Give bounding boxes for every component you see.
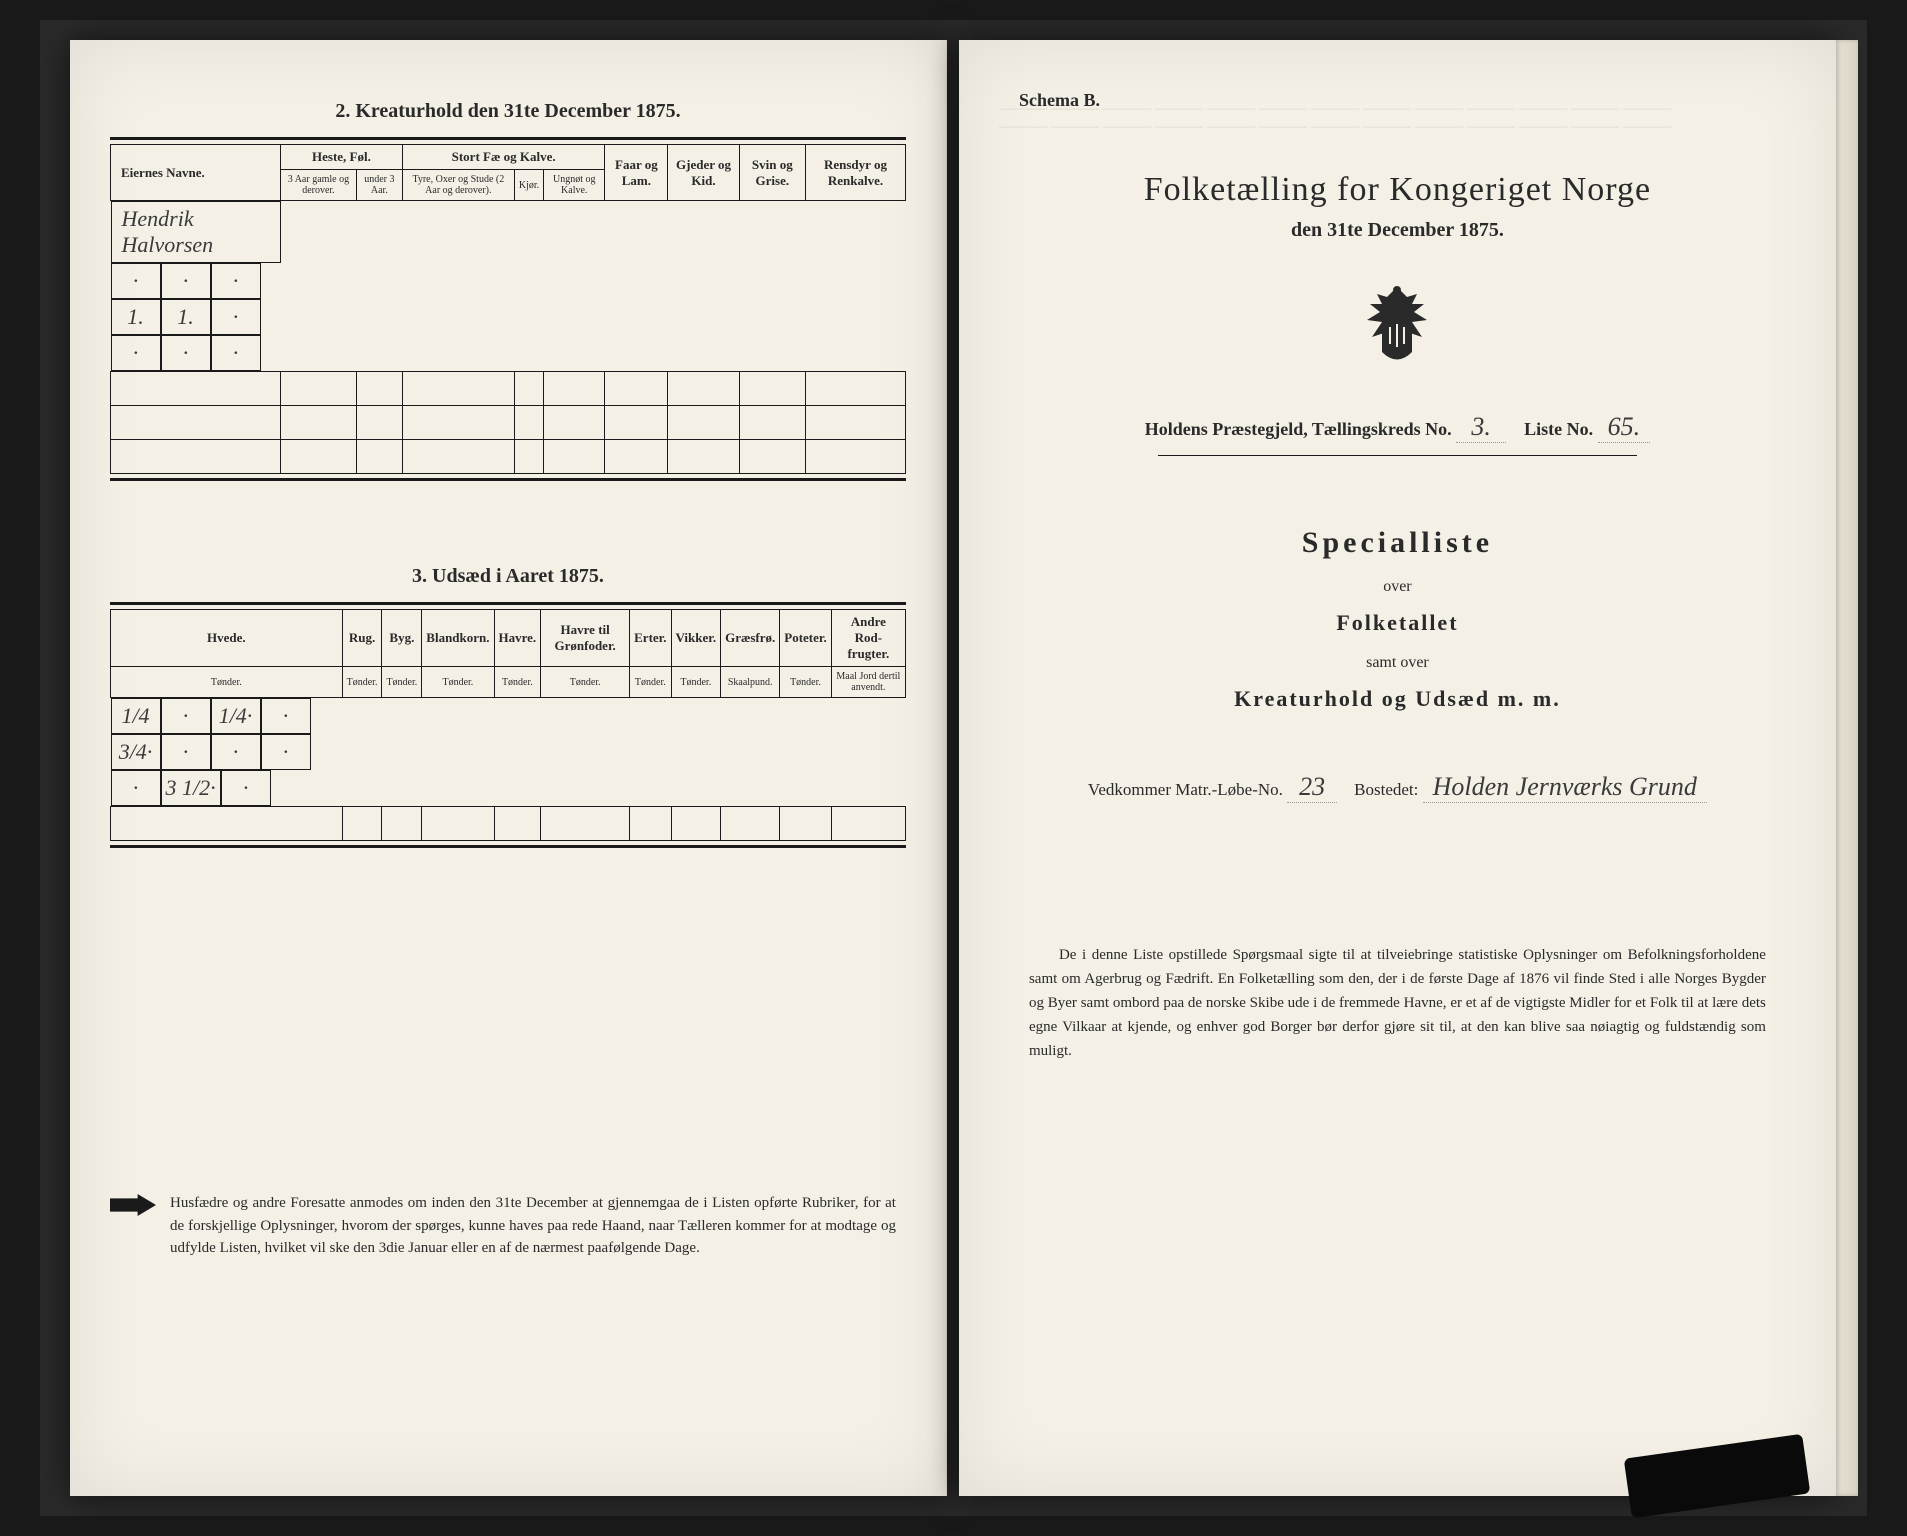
col: Vikker. <box>671 610 721 667</box>
sub-fae-2: Kjør. <box>514 170 543 201</box>
sub-fae-3: Ungnøt og Kalve. <box>544 170 605 201</box>
col: Poteter. <box>780 610 831 667</box>
cell: · <box>211 335 261 371</box>
kreds-no: 3. <box>1456 412 1506 443</box>
table-row-empty <box>111 440 906 474</box>
cell: 1/4 <box>111 698 161 734</box>
cell: · <box>161 335 211 371</box>
census-date: den 31te December 1875. <box>999 219 1796 242</box>
spec-line: samt over <box>999 654 1796 672</box>
cell: · <box>261 734 311 770</box>
table-row-empty <box>111 372 906 406</box>
unit: Skaalpund. <box>721 667 780 698</box>
table-row: Hendrik Halvorsen · · · 1. 1. · · · · <box>111 201 906 372</box>
col: Rug. <box>342 610 382 667</box>
parish-label: Holdens Præstegjeld, Tællingskreds No. <box>1145 419 1452 439</box>
cell: 3/4· <box>111 734 161 770</box>
left-footnote: Husfædre og andre Foresatte anmodes om i… <box>110 1192 906 1260</box>
table-row-empty <box>111 406 906 440</box>
unit: Tønder. <box>780 667 831 698</box>
liste-no: 65. <box>1598 412 1651 443</box>
parish-line: Holdens Præstegjeld, Tællingskreds No. 3… <box>999 412 1796 443</box>
rule <box>110 137 906 140</box>
unit: Tønder. <box>111 667 343 698</box>
kreaturhold-table: Eiernes Navne. Heste, Føl. Stort Fæ og K… <box>110 144 906 474</box>
schema-label: Schema B. <box>1019 90 1796 111</box>
owner-name: Hendrik Halvorsen <box>111 201 281 263</box>
bosted-value: Holden Jernværks Grund <box>1423 772 1707 803</box>
sub-heste-2: under 3 Aar. <box>356 170 402 201</box>
cell: · <box>161 734 211 770</box>
coat-of-arms-icon <box>1352 282 1442 382</box>
table-row-empty <box>111 807 906 841</box>
matr-label: Vedkommer Matr.-Løbe-No. <box>1088 780 1283 799</box>
cell: · <box>111 335 161 371</box>
unit: Maal Jord dertil anvendt. <box>831 667 905 698</box>
cell: · <box>161 263 211 299</box>
sub-heste-1: 3 Aar gamle og derover. <box>281 170 357 201</box>
cell: · <box>261 698 311 734</box>
rule <box>110 845 906 848</box>
col-eiernes-navne: Eiernes Navne. <box>111 145 281 201</box>
section3-title: 3. Udsæd i Aaret 1875. <box>110 565 906 588</box>
cell: · <box>111 263 161 299</box>
col-svin: Svin og Grise. <box>739 145 805 201</box>
cell: 3 1/2· <box>161 770 221 806</box>
cell: · <box>221 770 271 806</box>
unit: Tønder. <box>494 667 541 698</box>
cell: · <box>211 734 261 770</box>
unit: Tønder. <box>382 667 422 698</box>
rule <box>110 478 906 481</box>
col: Havre. <box>494 610 541 667</box>
cell: 1/4· <box>211 698 261 734</box>
pointing-hand-icon <box>110 1194 156 1216</box>
bosted-line: Vedkommer Matr.-Løbe-No. 23 Bostedet: Ho… <box>999 772 1796 803</box>
col-rensdyr: Rensdyr og Renkalve. <box>805 145 905 201</box>
cell: · <box>211 299 261 335</box>
col: Andre Rod-frugter. <box>831 610 905 667</box>
matr-no: 23 <box>1287 772 1337 803</box>
right-page: ——— ——— ——— ——— ——— ——— ——— ——— ——— ——— … <box>959 40 1836 1496</box>
scan-frame: 2. Kreaturhold den 31te December 1875. E… <box>40 20 1867 1516</box>
col-heste: Heste, Føl. <box>281 145 403 170</box>
cell: 1. <box>161 299 211 335</box>
table-row: 1/4 · 1/4· · 3/4· · · · · 3 1/2· · <box>111 698 906 807</box>
sub-fae-1: Tyre, Oxer og Stude (2 Aar og derover). <box>402 170 514 201</box>
unit: Tønder. <box>630 667 671 698</box>
section2-title: 2. Kreaturhold den 31te December 1875. <box>110 100 906 123</box>
footnote-text: Husfædre og andre Foresatte anmodes om i… <box>170 1195 896 1256</box>
udsaed-table: Hvede. Rug. Byg. Blandkorn. Havre. Havre… <box>110 609 906 841</box>
col-gjeder: Gjeder og Kid. <box>668 145 739 201</box>
liste-label: Liste No. <box>1524 419 1593 439</box>
cell: · <box>161 698 211 734</box>
specialliste-title: Specialliste <box>999 526 1796 560</box>
spec-line: over <box>999 578 1796 596</box>
bosted-label: Bostedet: <box>1354 780 1418 799</box>
page-stub <box>1836 40 1858 1496</box>
col: Græsfrø. <box>721 610 780 667</box>
rule <box>110 602 906 605</box>
census-title: Folketælling for Kongeriget Norge <box>999 171 1796 209</box>
left-page: 2. Kreaturhold den 31te December 1875. E… <box>70 40 947 1496</box>
col: Erter. <box>630 610 671 667</box>
unit: Tønder. <box>671 667 721 698</box>
col: Hvede. <box>111 610 343 667</box>
right-footnote: De i denne Liste opstillede Spørgsmaal s… <box>1029 943 1766 1063</box>
spec-line: Kreaturhold og Udsæd m. m. <box>999 686 1796 712</box>
unit: Tønder. <box>342 667 382 698</box>
spec-line: Folketallet <box>999 610 1796 636</box>
unit: Tønder. <box>422 667 494 698</box>
col: Byg. <box>382 610 422 667</box>
cell: · <box>111 770 161 806</box>
cell: · <box>211 263 261 299</box>
col-stortfae: Stort Fæ og Kalve. <box>402 145 605 170</box>
unit: Tønder. <box>541 667 630 698</box>
cell: 1. <box>111 299 161 335</box>
rule <box>1158 455 1636 456</box>
col: Havre til Grønfoder. <box>541 610 630 667</box>
col-faar: Faar og Lam. <box>605 145 668 201</box>
col: Blandkorn. <box>422 610 494 667</box>
